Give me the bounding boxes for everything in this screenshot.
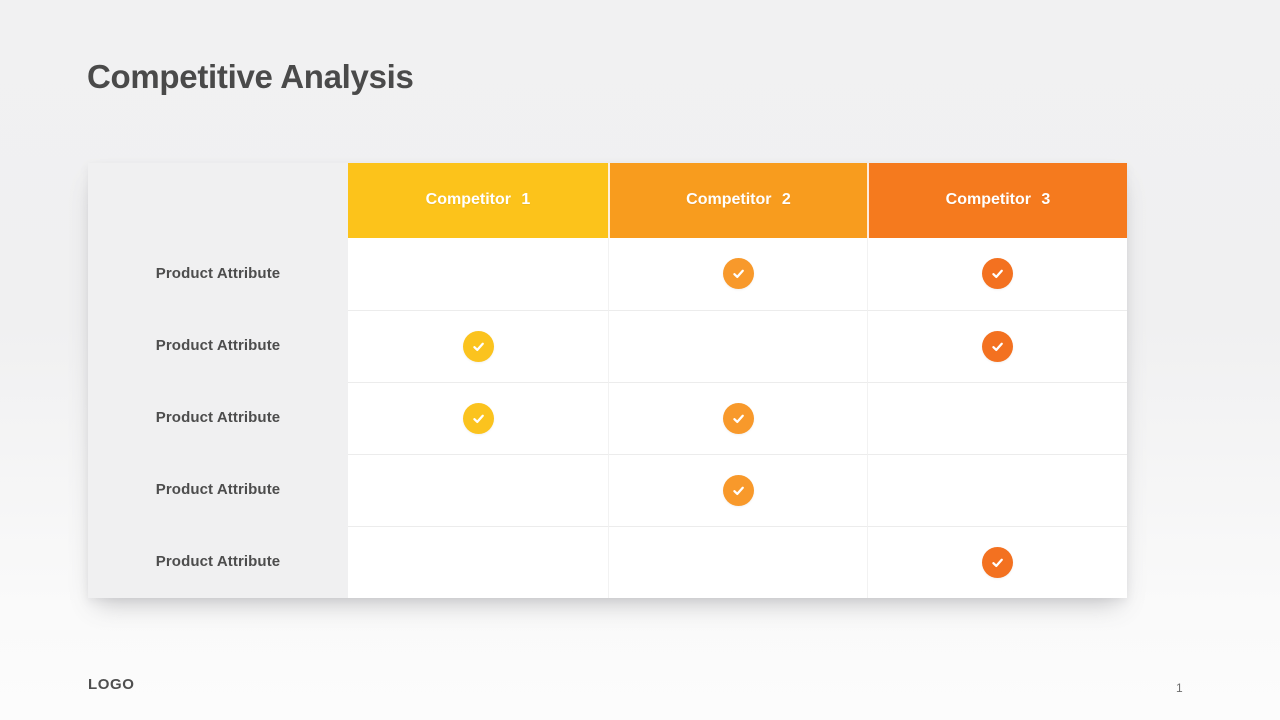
page-title: Competitive Analysis: [87, 58, 414, 95]
checkmark-glyph: [732, 269, 744, 279]
check-cell-r5-c2: [608, 525, 867, 598]
checkmark-glyph: [992, 269, 1003, 279]
table-corner-cell: [88, 163, 348, 238]
row-label: Product Attribute: [88, 309, 348, 382]
check-cell-r4-c3: [867, 453, 1127, 526]
check-cell-r3-c1: [348, 381, 608, 454]
competitive-analysis-table: Competitor 1 Competitor 2 Competitor 3 Prod…: [88, 163, 1127, 598]
checkmark-glyph: [992, 342, 1003, 351]
checkmark-glyph: [732, 414, 744, 423]
header-cell-competitor-2: Competitor 2: [608, 163, 867, 238]
row-label: Product Attribute: [88, 237, 348, 310]
check-cell-r1-c3: [867, 237, 1127, 310]
check-cell-r1-c1: [348, 237, 608, 310]
check-cell-r5-c3: [867, 525, 1127, 598]
checkmark-icon: [722, 402, 754, 434]
checkmark-icon: [722, 474, 754, 506]
row-label: Product Attribute: [88, 453, 348, 526]
check-cell-r3-c2: [608, 381, 867, 454]
check-cell-r2-c2: [608, 309, 867, 382]
checkmark-glyph: [732, 486, 744, 495]
check-cell-r2-c3: [867, 309, 1127, 382]
checkmark-glyph: [992, 558, 1003, 567]
footer-logo: LOGO: [88, 676, 135, 693]
check-cell-r2-c1: [348, 309, 608, 382]
check-cell-r4-c2: [608, 453, 867, 526]
header-cell-competitor-3: Competitor 3: [867, 163, 1127, 238]
check-cell-r4-c1: [348, 453, 608, 526]
checkmark-icon: [722, 258, 754, 290]
checkmark-glyph: [472, 342, 484, 351]
row-label: Product Attribute: [88, 525, 348, 598]
row-label: Product Attribute: [88, 381, 348, 454]
checkmark-glyph: [472, 414, 484, 423]
checkmark-icon: [982, 546, 1013, 578]
checkmark-icon: [982, 258, 1013, 290]
checkmark-icon: [462, 330, 494, 362]
check-cell-r5-c1: [348, 525, 608, 598]
checkmark-icon: [462, 402, 494, 434]
page-number: 1: [1176, 681, 1183, 695]
header-cell-competitor-1: Competitor 1: [348, 163, 608, 238]
check-cell-r1-c2: [608, 237, 867, 310]
checkmark-icon: [982, 330, 1013, 362]
check-cell-r3-c3: [867, 381, 1127, 454]
